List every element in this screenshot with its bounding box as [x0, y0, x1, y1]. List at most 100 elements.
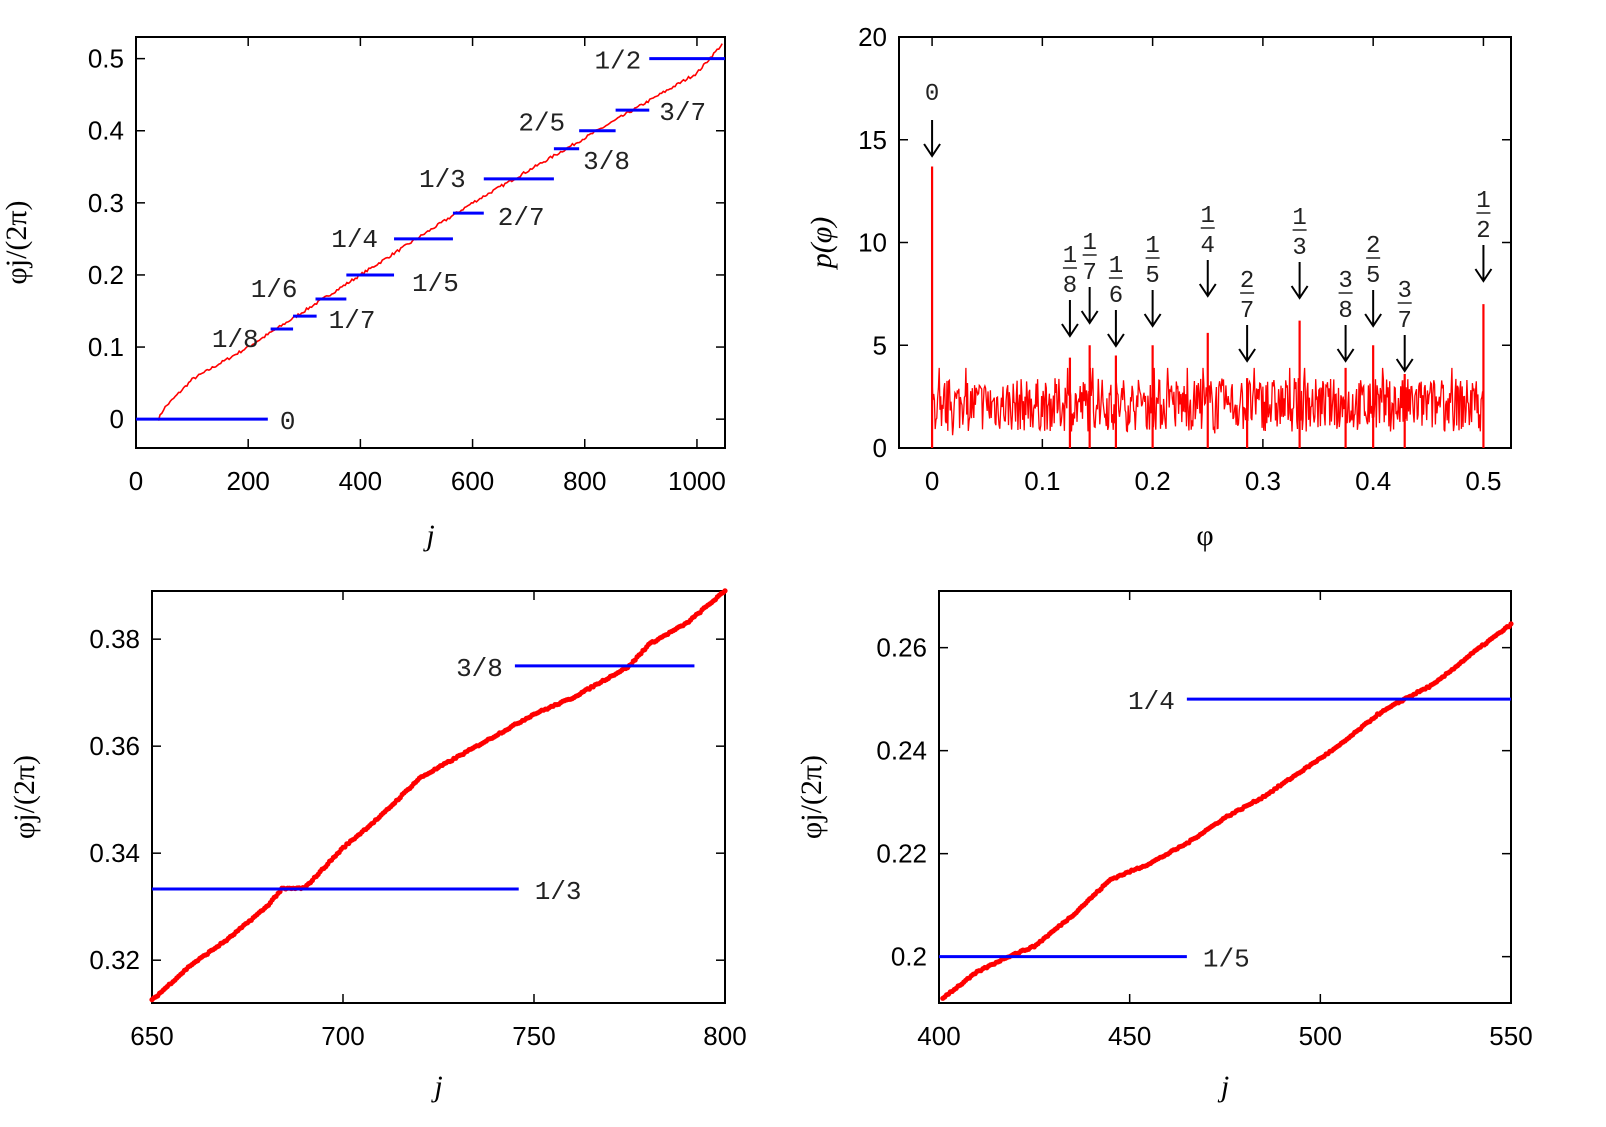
peak-label-denominator: 3	[1292, 235, 1306, 262]
peak-arrow	[1143, 290, 1162, 328]
peak-label: 38	[1338, 268, 1352, 325]
peak-label-numerator: 1	[1109, 253, 1123, 280]
peak-label-denominator: 7	[1082, 260, 1096, 287]
y-tick-label: 0.2	[891, 942, 927, 972]
plateau-label: 1/3	[535, 877, 582, 907]
peak-label: 25	[1366, 233, 1380, 290]
plot-frame	[938, 590, 1512, 1004]
peak-arrow	[1198, 260, 1217, 298]
y-tick-label: 15	[858, 125, 887, 155]
x-tick-label: 0.1	[1024, 466, 1060, 496]
peak-label-numerator: 1	[1292, 205, 1306, 232]
plateau-label: 3/7	[659, 98, 706, 128]
x-tick-label: 200	[226, 466, 269, 496]
plateau-label: 2/5	[518, 109, 565, 139]
x-axis-label: j	[422, 519, 434, 552]
peak-label-denominator: 6	[1109, 283, 1123, 310]
peak-label-numerator: 1	[1145, 233, 1159, 260]
x-axis-label: φ	[1196, 519, 1213, 552]
plateau-label: 1/7	[329, 306, 376, 336]
y-axis-label: p(φ)	[805, 217, 838, 271]
plateau-label: 1/6	[251, 275, 298, 305]
peak-label-denominator: 5	[1366, 263, 1380, 290]
y-tick-label: 0	[873, 433, 887, 463]
peak-arrow	[1364, 290, 1382, 328]
peak-label: 37	[1397, 278, 1411, 335]
y-tick-label: 0.3	[88, 188, 124, 218]
peak-label-denominator: 4	[1201, 233, 1215, 260]
y-tick-label: 0.1	[88, 332, 124, 362]
y-tick-label: 0.26	[876, 633, 927, 663]
peak-label-numerator: 2	[1366, 233, 1380, 260]
y-tick-label: 0.24	[876, 736, 927, 766]
panel-bottom-right: 400 450 500 550 0.2 0.22 0.24 0.26 1/5 1/4 j φj/(2π…	[795, 590, 1533, 1103]
x-tick-label: 0.2	[1135, 466, 1171, 496]
x-tick-label: 700	[321, 1021, 364, 1051]
x-tick-label: 650	[130, 1021, 173, 1051]
peak-arrow	[1474, 245, 1493, 283]
x-tick-label: 450	[1108, 1021, 1151, 1051]
x-tick-label: 500	[1299, 1021, 1342, 1051]
series-line	[157, 43, 723, 421]
x-tick-label: 0.4	[1355, 466, 1391, 496]
data-point	[1508, 621, 1514, 627]
plateau-label: 1/5	[412, 269, 459, 299]
plateau-label: 0	[280, 407, 296, 437]
peak-label: 14	[1201, 203, 1215, 260]
peak-label-denominator: 8	[1338, 298, 1352, 325]
x-tick-label: 0.5	[1465, 466, 1501, 496]
peak-label: 0	[925, 81, 939, 108]
peak-label: 12	[1476, 188, 1490, 245]
panel-bottom-left: 650 700 750 800 0.32 0.34 0.36 0.38 1/3 3/8 j φj/(2…	[8, 588, 747, 1103]
y-tick-label: 10	[858, 228, 887, 258]
plateau-label: 3/8	[456, 654, 503, 684]
peak-label-numerator: 3	[1397, 278, 1411, 305]
peak-label-denominator: 7	[1397, 308, 1411, 335]
x-tick-label: 800	[563, 466, 606, 496]
peak-label-denominator: 7	[1240, 298, 1254, 325]
peak-arrow	[1395, 335, 1414, 373]
peak-arrow	[1336, 325, 1355, 363]
peak-label: 17	[1082, 230, 1096, 287]
peak-label-numerator: 3	[1338, 268, 1352, 295]
peak-arrow	[1061, 300, 1079, 338]
y-tick-label: 0.5	[88, 44, 124, 74]
plot-frame	[135, 36, 726, 449]
x-axis-label: j	[1217, 1070, 1229, 1103]
x-tick-label: 1000	[668, 466, 726, 496]
peak-label-numerator: 2	[1240, 268, 1254, 295]
plateau-label: 1/3	[419, 165, 466, 195]
y-axis-label: φj/(2π)	[795, 755, 828, 839]
peak-arrow	[1290, 262, 1309, 300]
peak-label-denominator: 8	[1063, 273, 1077, 300]
peak-label-denominator: 2	[1476, 218, 1490, 245]
peak-label-numerator: 1	[1201, 203, 1215, 230]
y-tick-label: 0.2	[88, 260, 124, 290]
y-tick-label: 0.4	[88, 116, 124, 146]
peak-arrow	[1107, 310, 1125, 348]
plateau-label: 2/7	[498, 203, 545, 233]
x-tick-label: 750	[512, 1021, 555, 1051]
peak-label-denominator: 5	[1145, 263, 1159, 290]
plot-frame	[151, 590, 726, 1004]
peak-label-numerator: 1	[1082, 230, 1096, 257]
y-tick-label: 20	[858, 22, 887, 52]
x-tick-label: 600	[451, 466, 494, 496]
peak-label: 16	[1109, 253, 1123, 310]
plateau-label: 3/8	[583, 147, 630, 177]
y-tick-label: 0.38	[89, 624, 140, 654]
peak-arrow	[1238, 325, 1256, 363]
panel-top-left: 0 200 400 600 800 1000 0 0.1 0.2 0.3 0.4 0.5 0 1/8 1/7…	[0, 36, 726, 552]
x-tick-label: 400	[917, 1021, 960, 1051]
y-axis-label: φj/(2π)	[8, 755, 41, 839]
peak-arrow	[923, 120, 941, 158]
x-tick-label: 800	[703, 1021, 746, 1051]
x-axis-label: j	[430, 1070, 442, 1103]
peak-arrow	[1080, 287, 1099, 325]
y-tick-label: 0.32	[89, 945, 140, 975]
x-tick-label: 400	[339, 466, 382, 496]
x-tick-label: 0	[129, 466, 143, 496]
plateau-label: 1/4	[331, 225, 378, 255]
